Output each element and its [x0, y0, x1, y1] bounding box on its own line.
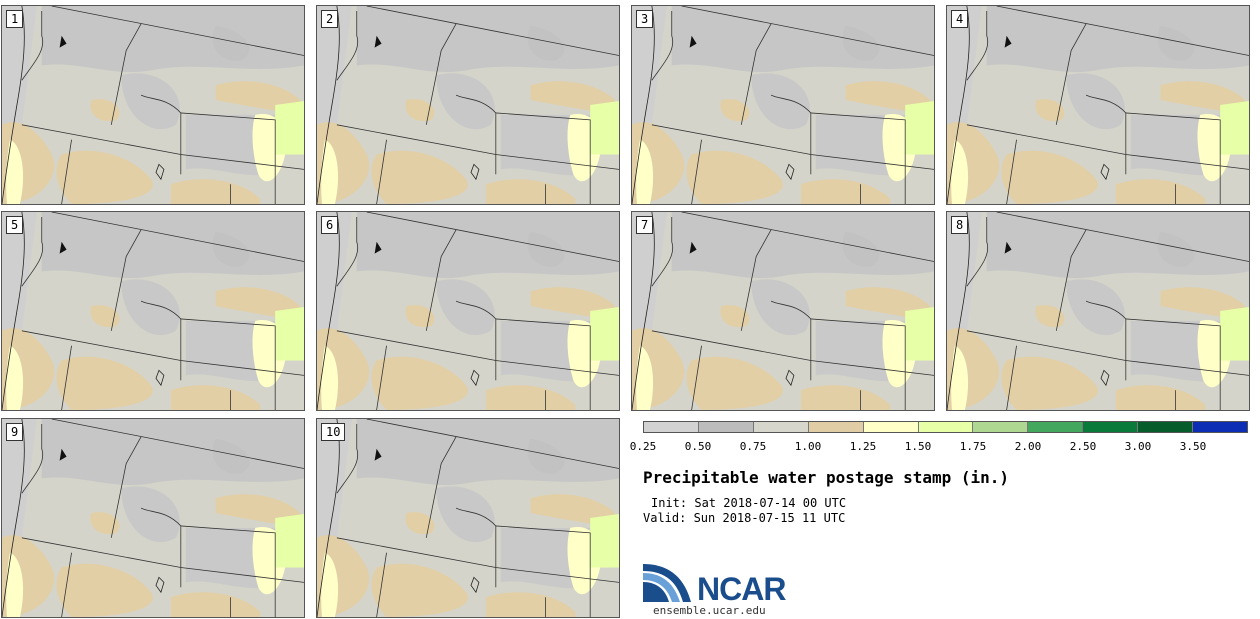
legend-swatch — [1193, 422, 1247, 432]
ensemble-member-panel: 7 — [631, 211, 935, 411]
legend-swatch — [753, 422, 809, 432]
legend-tick-label: 1.75 — [959, 440, 987, 453]
legend-tick-label: 1.25 — [849, 440, 877, 453]
panel-number-label: 3 — [636, 10, 654, 28]
legend-swatch — [1083, 422, 1139, 432]
logo-url: ensemble.ucar.edu — [653, 604, 766, 617]
map-icon — [947, 212, 1249, 410]
panel-number-label: 4 — [951, 10, 969, 28]
map-icon — [2, 212, 304, 410]
legend-swatch — [808, 422, 864, 432]
ensemble-member-panel: 8 — [946, 211, 1250, 411]
panel-number-label: 7 — [636, 216, 654, 234]
ensemble-member-panel: 3 — [631, 5, 935, 205]
panel-number-label: 8 — [951, 216, 969, 234]
ncar-logo-icon — [643, 564, 691, 602]
ensemble-member-panel: 4 — [946, 5, 1250, 205]
map-icon — [632, 212, 934, 410]
logo-wordmark: NCAR — [697, 571, 786, 607]
panel-number-label: 10 — [321, 423, 346, 441]
ensemble-member-panel: 10 — [316, 418, 620, 618]
map-icon — [947, 6, 1249, 204]
panel-number-label: 1 — [6, 10, 24, 28]
legend-tick-label: 2.00 — [1014, 440, 1042, 453]
legend-tick-label: 0.75 — [739, 440, 767, 453]
ensemble-member-panel: 9 — [1, 418, 305, 618]
panel-number-label: 6 — [321, 216, 339, 234]
map-icon — [632, 6, 934, 204]
init-time: Init: Sat 2018-07-14 00 UTC — [651, 496, 847, 510]
legend-tick-label: 2.50 — [1069, 440, 1097, 453]
legend-swatch — [698, 422, 754, 432]
chart-title: Precipitable water postage stamp (in.) — [643, 468, 1010, 487]
map-icon — [317, 6, 619, 204]
panel-number-label: 9 — [6, 423, 24, 441]
legend-swatch — [1138, 422, 1194, 432]
legend-swatch — [973, 422, 1029, 432]
color-legend-bar — [643, 421, 1248, 433]
panel-number-label: 5 — [6, 216, 24, 234]
panel-number-label: 2 — [321, 10, 339, 28]
legend-swatch — [644, 422, 699, 432]
legend-tick-label: 0.25 — [629, 440, 657, 453]
ensemble-member-panel: 1 — [1, 5, 305, 205]
legend-swatch — [863, 422, 919, 432]
legend-tick-label: 3.50 — [1179, 440, 1207, 453]
legend-tick-label: 0.50 — [684, 440, 712, 453]
legend-tick-label: 1.50 — [904, 440, 932, 453]
legend-swatch — [1028, 422, 1084, 432]
ensemble-member-panel: 6 — [316, 211, 620, 411]
valid-time: Valid: Sun 2018-07-15 11 UTC — [643, 511, 846, 525]
ensemble-member-panel: 5 — [1, 211, 305, 411]
map-icon — [2, 419, 304, 617]
map-icon — [317, 212, 619, 410]
legend-tick-label: 1.00 — [794, 440, 822, 453]
map-icon — [317, 419, 619, 617]
legend-swatch — [918, 422, 974, 432]
map-icon — [2, 6, 304, 204]
ensemble-member-panel: 2 — [316, 5, 620, 205]
color-legend-ticks: 0.25 0.50 0.75 1.00 1.25 1.50 1.75 2.00 2.50 3.00… — [630, 440, 1248, 454]
legend-tick-label: 3.00 — [1124, 440, 1152, 453]
